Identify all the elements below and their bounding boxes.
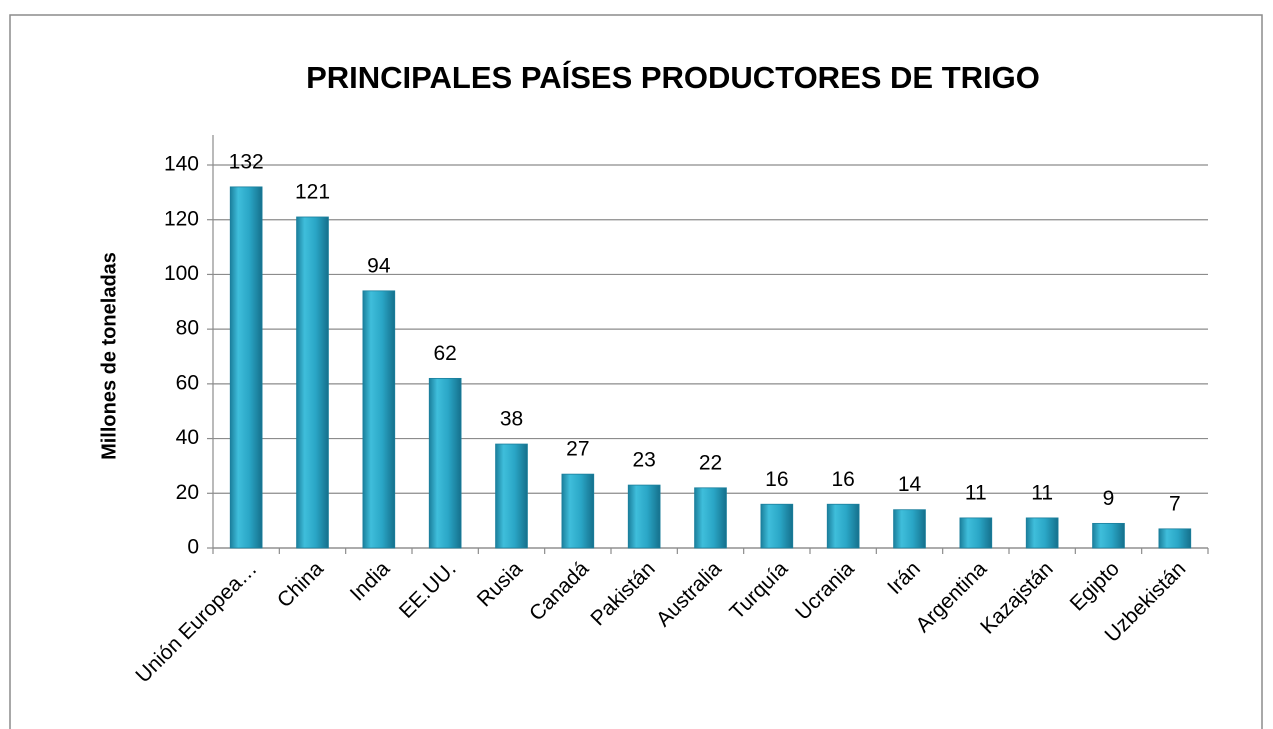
x-tick-label: Canadá (525, 557, 594, 626)
x-tick-label: Egipto (1066, 557, 1124, 615)
y-tick-label: 40 (176, 426, 199, 449)
bar (229, 186, 263, 549)
data-label: 14 (898, 473, 922, 496)
data-label: 11 (965, 481, 987, 504)
data-label: 27 (566, 438, 589, 461)
x-tick-label: China (273, 557, 328, 612)
y-tick-label: 0 (187, 536, 199, 559)
bar (296, 216, 329, 549)
x-tick-label: Australia (652, 557, 726, 631)
bar (362, 290, 396, 549)
bar (826, 503, 860, 549)
data-label: 121 (295, 181, 330, 204)
bar (694, 487, 727, 549)
chart-frame (9, 14, 1263, 729)
bar (428, 377, 462, 549)
y-tick-label: 140 (164, 153, 199, 176)
x-tick-label: Ucrania (791, 557, 859, 625)
y-tick-label: 20 (176, 481, 199, 504)
data-label: 11 (1031, 481, 1053, 504)
bar (1025, 517, 1059, 549)
x-tick-label: Turquía (725, 557, 792, 624)
bar (627, 484, 661, 549)
bar (959, 517, 993, 549)
y-tick-label: 100 (164, 262, 199, 285)
data-label: 16 (831, 468, 854, 491)
data-label: 38 (500, 408, 523, 431)
bar (495, 443, 528, 549)
bar (893, 509, 926, 549)
x-tick-label: Kazajstán (976, 557, 1057, 638)
data-label: 7 (1169, 492, 1181, 515)
x-tick-label: EE.UU. (395, 557, 461, 623)
bar (561, 473, 595, 549)
data-label: 16 (765, 468, 788, 491)
x-tick-label: India (346, 557, 395, 606)
y-tick-label: 60 (176, 371, 199, 394)
bar (1092, 522, 1125, 549)
chart-title: PRINCIPALES PAÍSES PRODUCTORES DE TRIGO (306, 60, 1040, 95)
y-tick-label: 80 (176, 317, 199, 340)
bar (1158, 528, 1192, 549)
y-tick-label: 120 (164, 207, 199, 230)
data-label: 23 (632, 449, 655, 472)
x-tick-label: Pakistán (586, 557, 659, 630)
data-label: 132 (229, 150, 264, 173)
bar (760, 503, 794, 549)
y-axis-title: Millones de toneladas (98, 252, 120, 460)
x-tick-label: Irán (883, 557, 925, 599)
data-label: 22 (699, 451, 722, 474)
x-tick-label: Unión Europea… (131, 557, 261, 687)
data-label: 94 (367, 254, 391, 277)
data-label: 62 (433, 342, 456, 365)
x-tick-label: Rusia (473, 557, 527, 611)
data-label: 9 (1103, 487, 1115, 510)
